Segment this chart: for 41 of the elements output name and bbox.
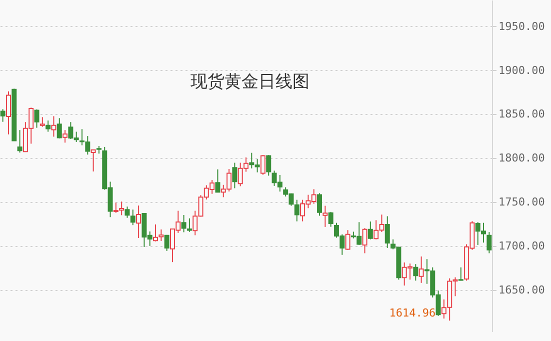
candlestick xyxy=(56,118,62,139)
candlestick xyxy=(368,221,373,240)
candlestick xyxy=(90,149,96,172)
candlestick xyxy=(418,256,424,284)
candlestick xyxy=(34,108,40,128)
candlestick xyxy=(46,120,51,132)
candlestick xyxy=(0,108,6,122)
candlestick xyxy=(294,199,300,222)
candlestick xyxy=(51,116,56,138)
candlestick xyxy=(164,234,170,252)
candlestick xyxy=(260,154,266,176)
candlestick xyxy=(317,192,322,216)
candlestick xyxy=(124,206,130,218)
candlestick xyxy=(458,266,464,282)
candlestick xyxy=(6,90,11,135)
candlestick xyxy=(153,224,158,242)
candlestick xyxy=(328,211,334,228)
candlestick xyxy=(215,168,220,194)
y-tick-label: 1900.00 xyxy=(498,64,545,77)
candlestick xyxy=(345,230,350,250)
candlestick xyxy=(384,216,390,248)
candlestick xyxy=(17,130,22,154)
y-tick-label: 1950.00 xyxy=(498,20,545,33)
candlestick xyxy=(136,205,142,239)
candlestick xyxy=(413,264,418,282)
candlestick xyxy=(62,130,68,144)
y-tick-label: 1700.00 xyxy=(498,239,545,252)
candlestick xyxy=(322,205,328,228)
y-tick-label: 1750.00 xyxy=(498,196,545,209)
y-tick-label: 1650.00 xyxy=(498,283,545,296)
annotation: 1614.96 xyxy=(389,306,436,320)
text: 现货黄金日线图 xyxy=(190,72,310,92)
candlestick xyxy=(266,154,272,176)
candlestick xyxy=(158,228,164,242)
candlestick xyxy=(232,162,238,189)
y-tick-label: 1850.00 xyxy=(498,108,545,121)
y-tick-label: 1800.00 xyxy=(498,152,545,165)
candlestick xyxy=(486,232,492,254)
candlestick xyxy=(362,228,368,254)
candlestick xyxy=(130,209,136,226)
candlestick xyxy=(40,116,45,128)
